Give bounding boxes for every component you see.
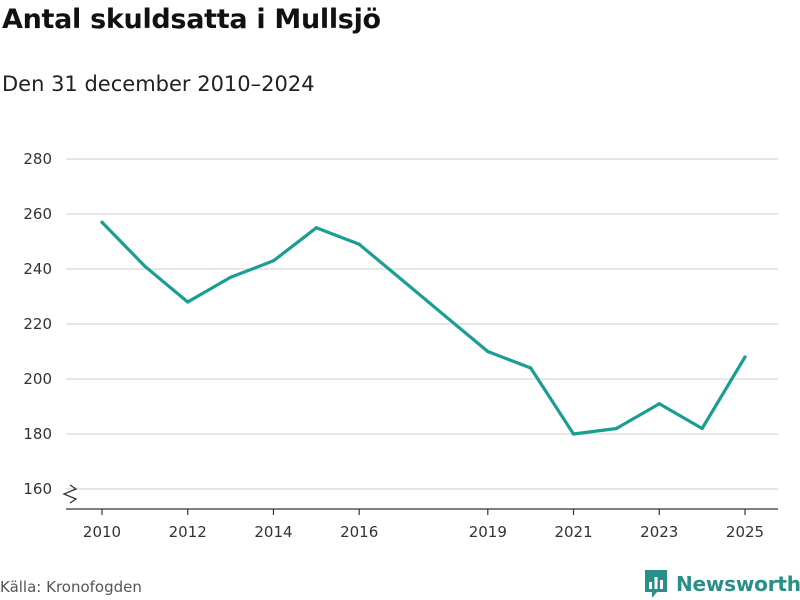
data-point-2019: [486, 349, 490, 354]
x-tick-label-2019: 2019: [469, 523, 507, 541]
data-point-2023: [657, 402, 661, 406]
x-tick-label-2016: 2016: [340, 523, 378, 541]
series-line-0: [100, 220, 747, 436]
data-point-2025: [743, 355, 747, 359]
x-tick-label-2021: 2021: [554, 523, 592, 541]
y-tick-label-260: 260: [23, 205, 52, 223]
data-point-2021: [571, 432, 576, 436]
data-point-2013: [229, 275, 233, 279]
x-tick-label-2023: 2023: [640, 523, 678, 541]
data-point-2015: [314, 226, 318, 230]
x-tick-label-2025: 2025: [726, 523, 764, 541]
data-point-2020: [529, 366, 533, 370]
data-point-2010: [100, 220, 104, 224]
data-point-2017: [400, 278, 404, 282]
source-note: Källa: Kronofogden: [0, 578, 142, 596]
data-point-2012: [186, 300, 190, 304]
chart-title: Antal skuldsatta i Mullsjö: [2, 4, 381, 35]
y-tick-label-280: 280: [23, 150, 52, 168]
y-tick-label-240: 240: [23, 260, 52, 278]
data-point-2016: [357, 242, 361, 246]
brand-name: Newsworthy: [676, 572, 800, 596]
chart-subtitle: Den 31 december 2010–2024: [2, 72, 315, 96]
y-tick-label-220: 220: [23, 315, 52, 333]
y-tick-label-160: 160: [23, 480, 52, 498]
x-tick-label-2012: 2012: [169, 523, 207, 541]
data-point-2014: [271, 259, 276, 263]
x-tick-label-2014: 2014: [254, 523, 292, 541]
axis-break-mark: [62, 484, 78, 504]
brand: Newsworthy: [644, 569, 800, 599]
data-point-2011: [143, 264, 147, 268]
y-tick-label-180: 180: [23, 425, 52, 443]
y-tick-label-200: 200: [23, 370, 52, 388]
x-tick-label-2010: 2010: [83, 523, 121, 541]
data-point-2024: [700, 426, 704, 431]
data-point-2018: [443, 314, 447, 318]
newsworthy-logo-icon: [645, 570, 667, 598]
data-point-2022: [614, 426, 619, 431]
